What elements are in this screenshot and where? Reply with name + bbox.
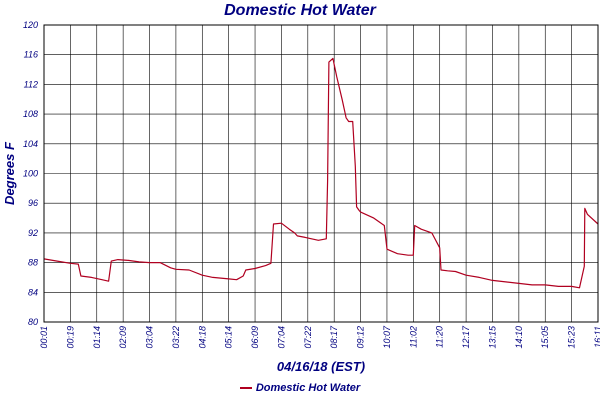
y-tick-label: 96 <box>28 198 38 208</box>
y-tick-label: 80 <box>28 317 38 327</box>
x-tick-label: 04:18 <box>197 326 207 349</box>
x-tick-label: 09:12 <box>356 326 366 349</box>
y-axis-label: Degrees F <box>2 141 17 205</box>
x-tick-label: 06:09 <box>250 326 260 349</box>
legend: Domestic Hot Water <box>0 382 600 394</box>
x-tick-label: 00:19 <box>65 326 75 349</box>
x-tick-label: 07:04 <box>276 326 286 349</box>
grid-lines <box>43 24 599 323</box>
x-tick-label: 11:20 <box>435 326 445 348</box>
x-tick-labels: 00:01 00:19 01:14 02:09 03:04 03:22 04:18 05:14… <box>39 325 600 349</box>
y-tick-label: 88 <box>28 258 38 268</box>
legend-label: Domestic Hot Water <box>255 382 361 394</box>
x-tick-label: 11:02 <box>408 326 418 348</box>
x-tick-label: 01:14 <box>92 326 102 349</box>
y-tick-labels: 80 84 88 92 96 100 104 108 112 116 120 <box>23 20 38 327</box>
x-tick-label: 02:09 <box>118 326 128 349</box>
x-tick-label: 03:22 <box>171 326 181 349</box>
y-tick-label: 92 <box>28 228 38 238</box>
x-tick-label: 08:17 <box>329 325 339 349</box>
y-tick-label: 100 <box>23 169 38 179</box>
y-tick-label: 116 <box>24 50 38 60</box>
y-tick-label: 84 <box>28 287 38 297</box>
series-group <box>43 57 599 289</box>
x-tick-label: 07:22 <box>303 326 313 349</box>
x-tick-label: 03:04 <box>145 326 155 349</box>
x-tick-label: 12:17 <box>461 325 471 349</box>
y-tick-label: 120 <box>23 20 38 30</box>
x-axis-label: 04/16/18 (EST) <box>277 359 365 374</box>
plot-frame <box>43 24 599 323</box>
y-tick-label: 104 <box>23 139 38 149</box>
x-tick-label: 10:07 <box>382 325 392 349</box>
x-tick-label: 16:11 <box>593 326 600 348</box>
legend-swatch <box>239 387 252 390</box>
y-tick-label: 112 <box>24 79 38 89</box>
x-tick-label: 05:14 <box>224 326 234 349</box>
series-line <box>43 57 599 289</box>
y-tick-label: 108 <box>23 109 38 119</box>
x-tick-label: 14:10 <box>514 326 524 349</box>
chart-title: Domestic Hot Water <box>224 2 376 19</box>
x-tick-label: 15:23 <box>567 326 577 349</box>
x-tick-label: 00:01 <box>39 326 49 349</box>
x-tick-label: 13:15 <box>487 325 497 349</box>
x-tick-label: 15:05 <box>540 325 550 349</box>
